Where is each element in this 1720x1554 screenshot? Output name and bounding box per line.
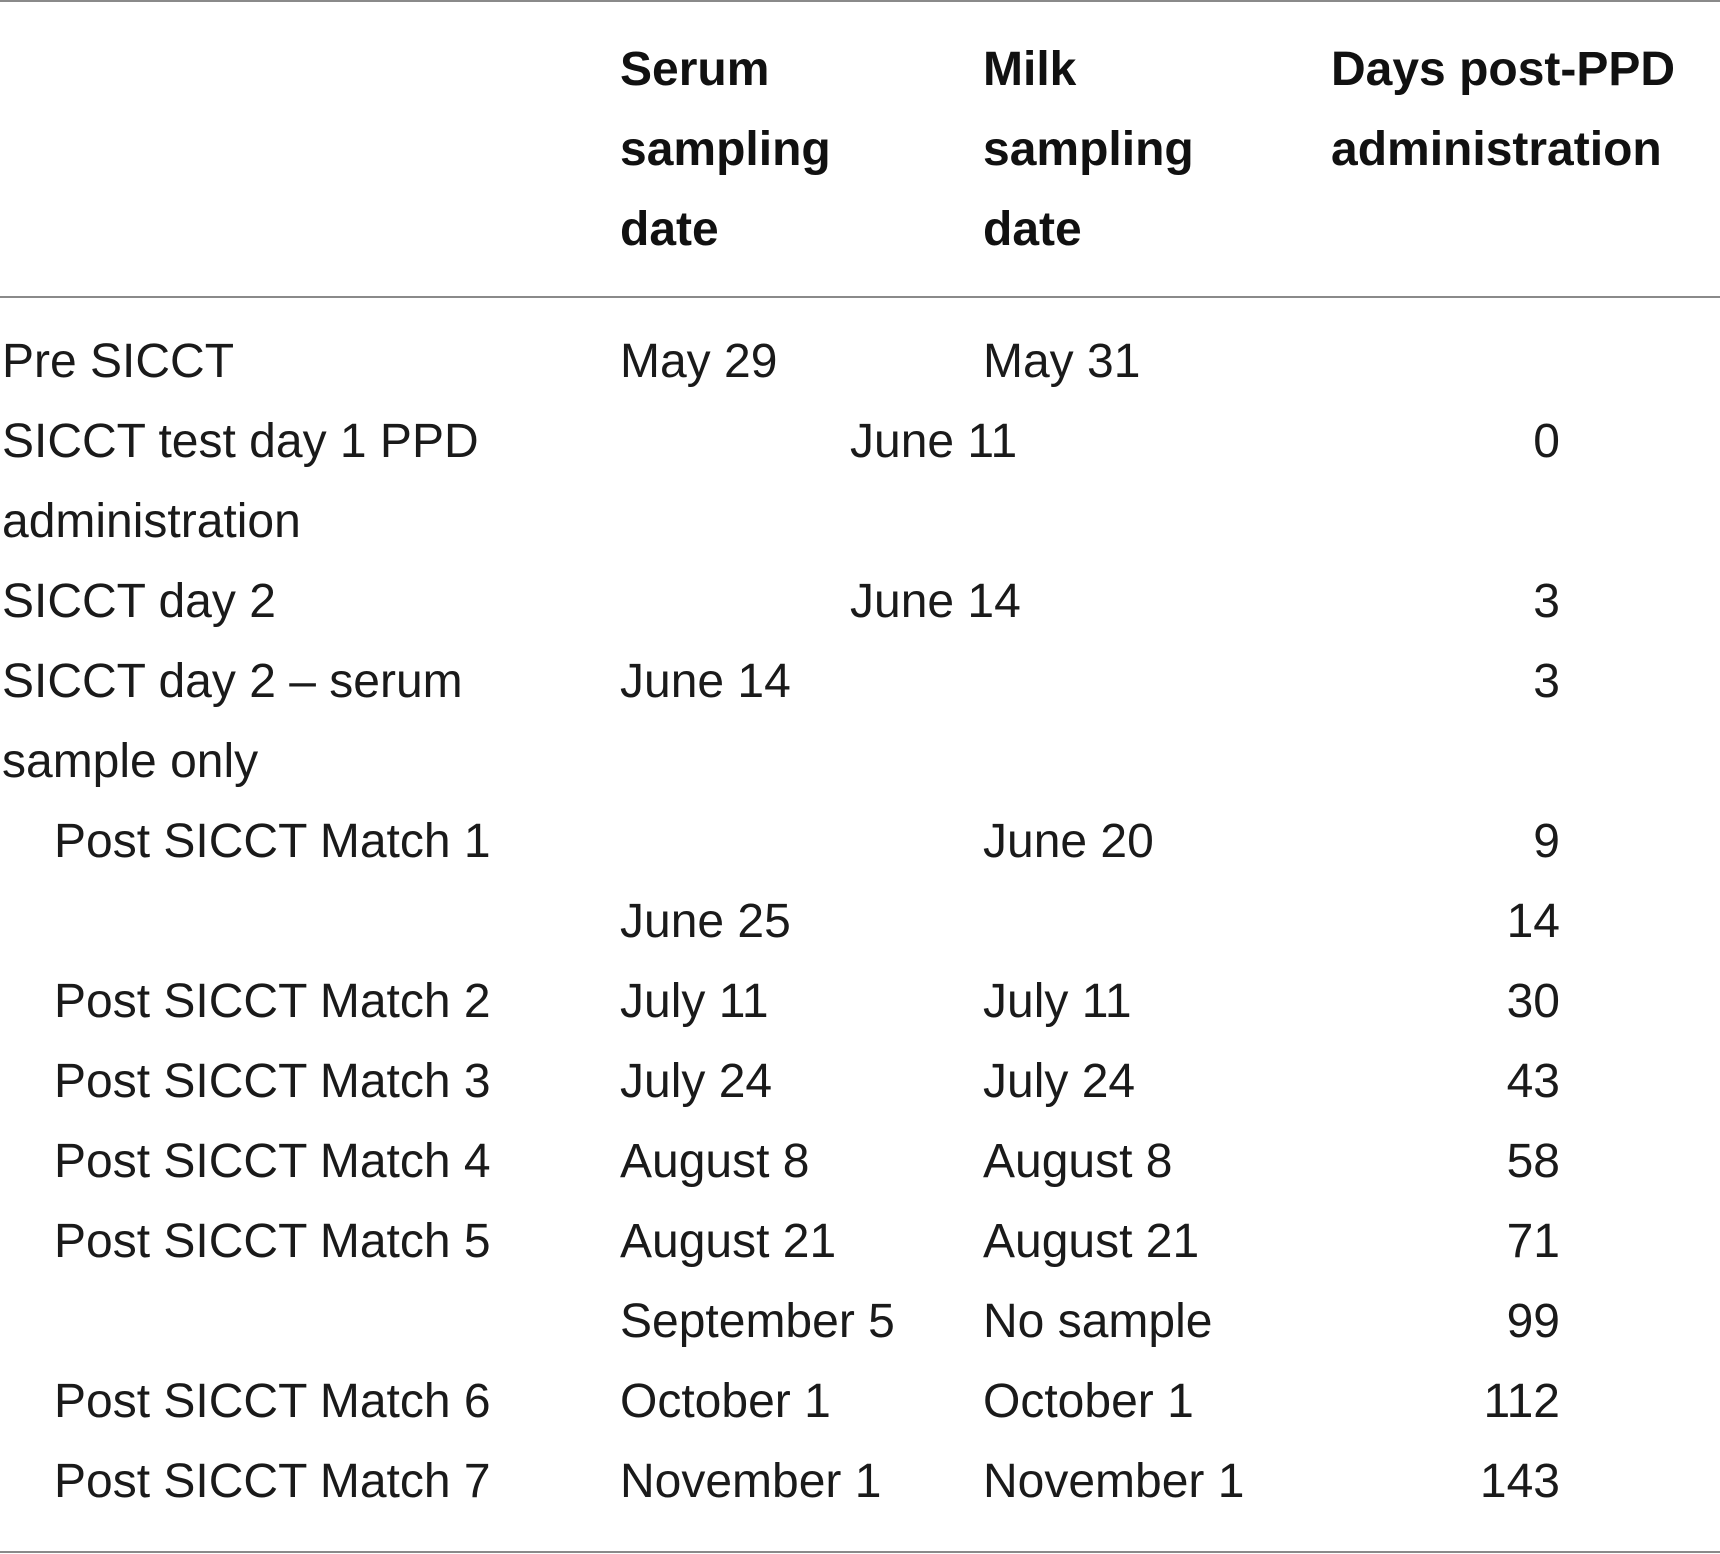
milk-date-cell: July 24 xyxy=(983,1055,1136,1108)
serum-date-cell: November 1 xyxy=(620,1455,882,1508)
table-top-rule xyxy=(0,0,1720,2)
row-label: SICCT day 2 xyxy=(2,575,276,628)
milk-date-cell: May 31 xyxy=(983,335,1141,388)
table-row: Post SICCT Match 1 June 20 9 xyxy=(0,802,1720,882)
table-row: SICCT day 2 June 14 3 xyxy=(0,562,1720,642)
days-cell: 58 xyxy=(1506,1135,1560,1188)
row-label: Post SICCT Match 5 xyxy=(54,1215,491,1268)
row-label: Post SICCT Match 7 xyxy=(54,1455,491,1508)
milk-date-cell: October 1 xyxy=(983,1375,1194,1428)
serum-date-cell: July 24 xyxy=(620,1055,773,1108)
table-row: Post SICCT Match 7 November 1 November 1… xyxy=(0,1442,1720,1522)
table-row: September 5 No sample 99 xyxy=(0,1282,1720,1362)
serum-date-cell: September 5 xyxy=(620,1295,895,1348)
row-label: Post SICCT Match 2 xyxy=(54,975,491,1028)
row-label: SICCT day 2 – serum sample only xyxy=(2,655,463,788)
serum-date-cell: June 25 xyxy=(620,895,791,948)
header-serum-sampling-date: Serum sampling date xyxy=(620,43,831,256)
days-cell: 14 xyxy=(1506,895,1560,948)
table-body: Pre SICCT May 29 May 31 SICCT test day 1… xyxy=(0,322,1720,1522)
days-cell: 30 xyxy=(1506,975,1560,1028)
table-row: SICCT day 2 – serum sample only June 14 … xyxy=(0,642,1720,802)
days-cell: 9 xyxy=(1533,815,1560,868)
milk-date-cell: August 21 xyxy=(983,1215,1200,1268)
milk-date-cell: No sample xyxy=(983,1295,1213,1348)
header-divider-rule xyxy=(0,296,1720,298)
serum-date-cell: October 1 xyxy=(620,1375,831,1428)
row-label: Post SICCT Match 1 xyxy=(54,815,491,868)
row-label: Post SICCT Match 3 xyxy=(54,1055,491,1108)
table-row: Post SICCT Match 6 October 1 October 1 1… xyxy=(0,1362,1720,1442)
milk-date-cell: June 20 xyxy=(983,815,1154,868)
milk-date-cell: November 1 xyxy=(983,1455,1245,1508)
row-label: Post SICCT Match 4 xyxy=(54,1135,491,1188)
shared-date-cell: June 11 xyxy=(850,415,1018,468)
serum-date-cell: August 21 xyxy=(620,1215,837,1268)
milk-date-cell: July 11 xyxy=(983,975,1132,1028)
days-cell: 143 xyxy=(1479,1455,1560,1508)
row-label: Post SICCT Match 6 xyxy=(54,1375,491,1428)
milk-date-cell: August 8 xyxy=(983,1135,1173,1188)
table-row: SICCT test day 1 PPD administration June… xyxy=(0,402,1720,562)
days-cell: 71 xyxy=(1506,1215,1560,1268)
serum-date-cell: July 11 xyxy=(620,975,769,1028)
serum-date-cell: May 29 xyxy=(620,335,778,388)
days-cell: 3 xyxy=(1533,655,1560,708)
days-cell: 0 xyxy=(1533,415,1560,468)
table-row: Post SICCT Match 5 August 21 August 21 7… xyxy=(0,1202,1720,1282)
table-row: Post SICCT Match 3 July 24 July 24 43 xyxy=(0,1042,1720,1122)
shared-date-cell: June 14 xyxy=(850,575,1021,628)
days-cell: 43 xyxy=(1506,1055,1560,1108)
header-days-post-ppd: Days post-PPD administration xyxy=(1331,43,1676,176)
table-row: Post SICCT Match 2 July 11 July 11 30 xyxy=(0,962,1720,1042)
days-cell: 112 xyxy=(1483,1375,1560,1428)
table-row: Post SICCT Match 4 August 8 August 8 58 xyxy=(0,1122,1720,1202)
days-cell: 99 xyxy=(1506,1295,1560,1348)
days-cell: 3 xyxy=(1533,575,1560,628)
serum-date-cell: June 14 xyxy=(620,655,791,708)
header-milk-sampling-date: Milk sampling date xyxy=(983,43,1194,256)
table-row: Pre SICCT May 29 May 31 xyxy=(0,322,1720,402)
table-bottom-rule xyxy=(0,1551,1720,1553)
table-row: June 25 14 xyxy=(0,882,1720,962)
serum-date-cell: August 8 xyxy=(620,1135,810,1188)
row-label: SICCT test day 1 PPD administration xyxy=(2,415,479,548)
row-label: Pre SICCT xyxy=(2,335,235,388)
